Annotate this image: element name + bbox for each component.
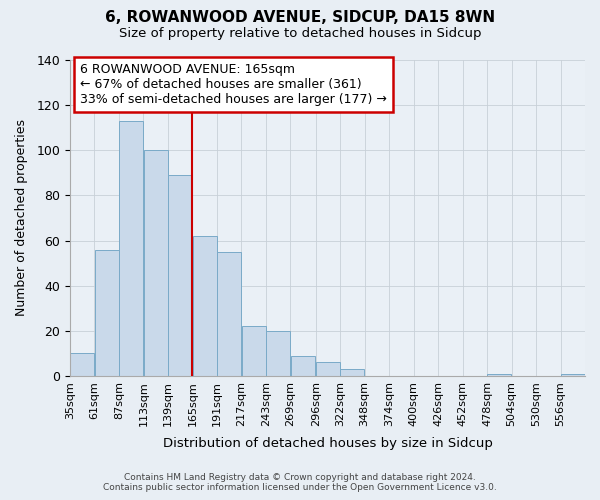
Bar	[242, 326, 266, 376]
Bar	[70, 354, 94, 376]
Y-axis label: Number of detached properties: Number of detached properties	[15, 120, 28, 316]
Bar	[266, 331, 290, 376]
Bar	[168, 175, 192, 376]
Bar	[487, 374, 511, 376]
Bar	[316, 362, 340, 376]
Text: 6, ROWANWOOD AVENUE, SIDCUP, DA15 8WN: 6, ROWANWOOD AVENUE, SIDCUP, DA15 8WN	[105, 10, 495, 25]
Bar	[217, 252, 241, 376]
Bar	[119, 121, 143, 376]
Bar	[95, 250, 119, 376]
Text: Size of property relative to detached houses in Sidcup: Size of property relative to detached ho…	[119, 28, 481, 40]
Bar	[290, 356, 316, 376]
Bar	[193, 236, 217, 376]
Text: Contains HM Land Registry data © Crown copyright and database right 2024.
Contai: Contains HM Land Registry data © Crown c…	[103, 473, 497, 492]
Text: 6 ROWANWOOD AVENUE: 165sqm
← 67% of detached houses are smaller (361)
33% of sem: 6 ROWANWOOD AVENUE: 165sqm ← 67% of deta…	[80, 63, 387, 106]
X-axis label: Distribution of detached houses by size in Sidcup: Distribution of detached houses by size …	[163, 437, 493, 450]
Bar	[340, 369, 364, 376]
Bar	[143, 150, 167, 376]
Bar	[561, 374, 585, 376]
